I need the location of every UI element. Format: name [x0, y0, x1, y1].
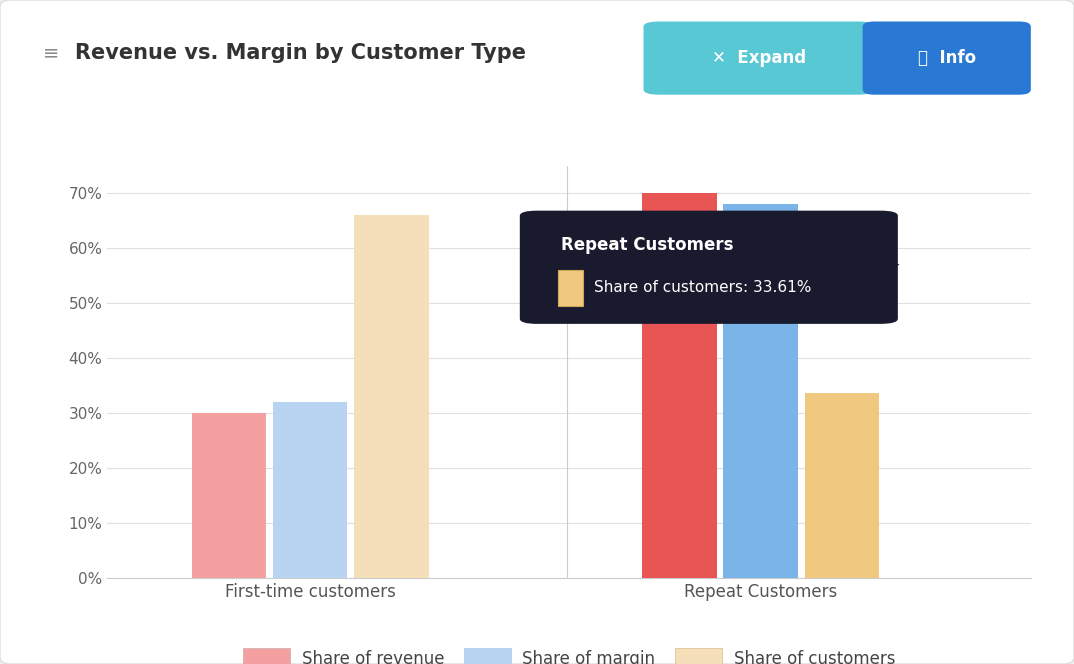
Bar	[273, 402, 348, 578]
Polygon shape	[881, 257, 900, 272]
Text: ⓘ  Info: ⓘ Info	[917, 49, 976, 67]
Bar	[804, 393, 880, 578]
Legend: Share of revenue, Share of margin, Share of customers: Share of revenue, Share of margin, Share…	[236, 641, 902, 664]
Text: Repeat Customers: Repeat Customers	[561, 236, 734, 254]
Text: Share of customers: 33.61%: Share of customers: 33.61%	[594, 280, 811, 295]
Text: ✕  Expand: ✕ Expand	[712, 49, 806, 67]
FancyBboxPatch shape	[643, 21, 874, 95]
Bar	[557, 270, 583, 306]
FancyBboxPatch shape	[862, 21, 1031, 95]
Bar	[724, 205, 798, 578]
Text: ≡: ≡	[43, 43, 59, 62]
Text: Revenue vs. Margin by Customer Type: Revenue vs. Margin by Customer Type	[75, 43, 526, 63]
FancyBboxPatch shape	[520, 210, 898, 324]
Bar	[354, 215, 429, 578]
Bar	[642, 193, 717, 578]
Bar	[192, 413, 266, 578]
